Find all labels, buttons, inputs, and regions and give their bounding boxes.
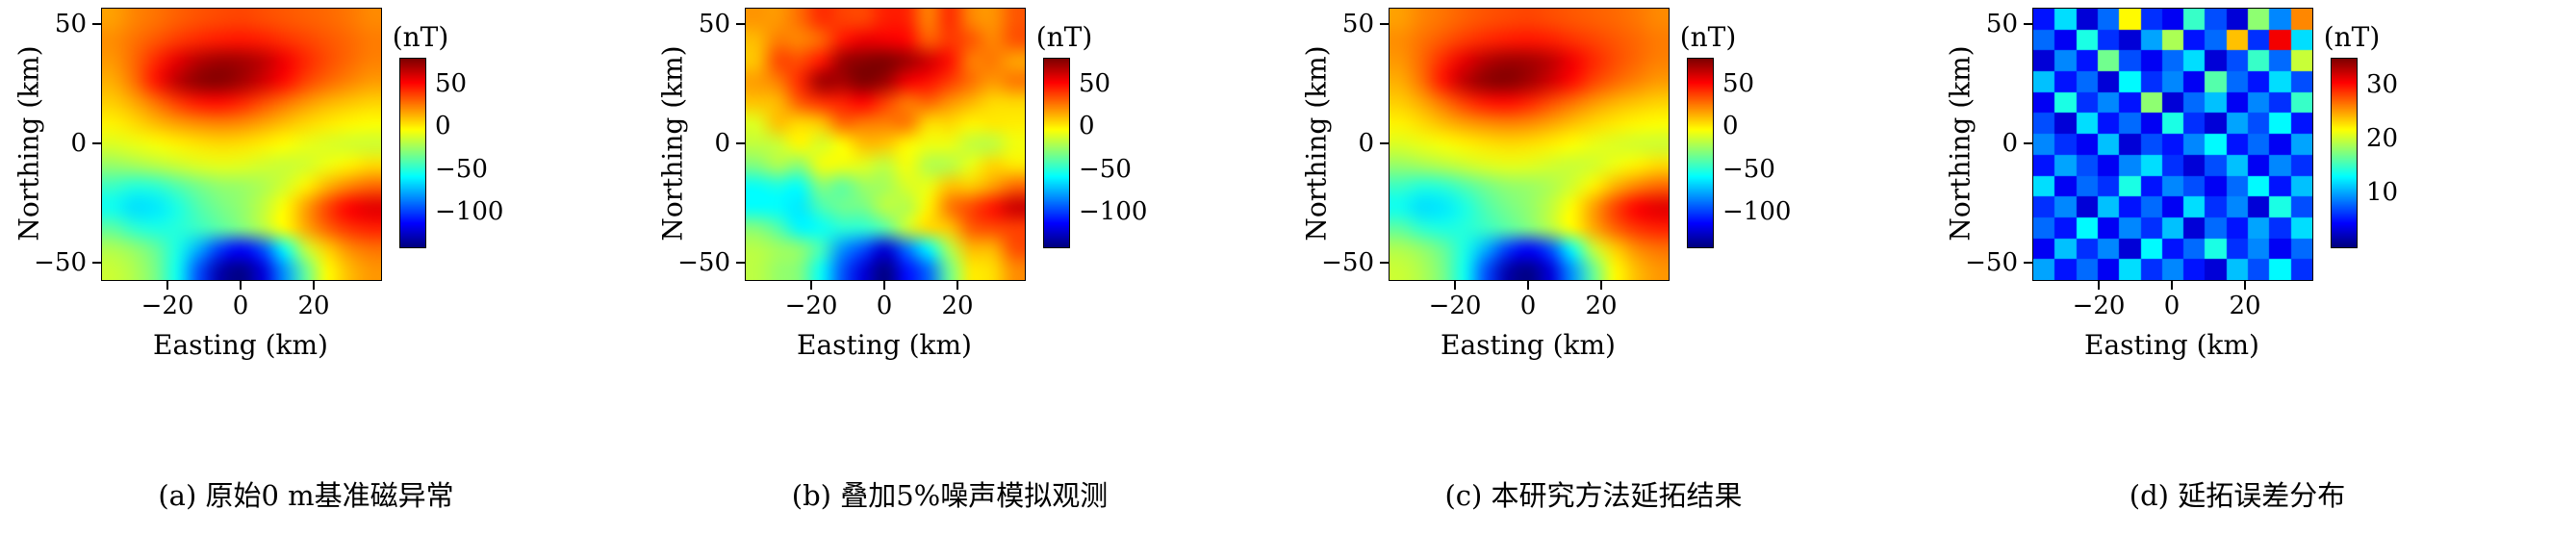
colorbar-unit-label: (nT) [1679,21,1737,53]
panel-a: Northing (km) 50 0 −50 −20 0 20 Easting … [0,0,644,535]
panel-caption: (b) 叠加5%噪声模拟观测 [791,479,1109,512]
x-tick-mark [2098,281,2100,290]
x-tick-label: 0 [2163,292,2181,320]
colorbar-tick-label: −50 [435,154,488,184]
y-tick-label: 50 [1341,10,1374,38]
x-tick-label: −20 [140,292,194,320]
colorbar-tick-label: 10 [2366,178,2399,207]
x-tick-mark [1527,281,1529,290]
x-tick-label: −20 [1428,292,1482,320]
x-tick-mark [810,281,812,290]
x-tick-mark [240,281,242,290]
colorbar-tick-label: 0 [1722,112,1739,141]
colorbar-canvas-d [2331,58,2358,248]
x-tick-label: 20 [941,292,974,320]
y-tick-mark [1380,142,1389,144]
y-tick-label: −50 [34,248,87,277]
colorbar-unit-label: (nT) [2323,21,2381,53]
y-tick-label: −50 [1321,248,1374,277]
panel-b: Northing (km) 50 0 −50 −20 0 20 Easting … [644,0,1288,535]
heatmap-canvas-c [1389,8,1670,281]
colorbar-tick-label: −100 [1722,197,1792,227]
y-tick-mark [736,262,745,264]
colorbar-canvas-c [1687,58,1714,248]
colorbar-unit-label: (nT) [1035,21,1093,53]
x-axis-label: Easting (km) [2084,329,2259,361]
colorbar-tick-label: 30 [2366,70,2399,99]
y-tick-mark [1380,23,1389,25]
x-axis-label: Easting (km) [1441,329,1616,361]
x-tick-mark [1454,281,1456,290]
x-tick-label: 20 [297,292,330,320]
panel-c: Northing (km) 50 0 −50 −20 0 20 Easting … [1288,0,1931,535]
y-tick-mark [736,142,745,144]
x-tick-label: 0 [1519,292,1537,320]
x-tick-label: −20 [2072,292,2126,320]
heatmap-canvas-b [745,8,1026,281]
x-tick-mark [2171,281,2173,290]
panel-caption: (a) 原始0 m基准磁异常 [158,479,454,512]
colorbar-tick-label: −100 [1079,197,1148,227]
x-tick-label: 20 [2229,292,2261,320]
x-tick-label: 20 [1585,292,1618,320]
x-tick-mark [883,281,885,290]
colorbar-canvas-a [399,58,426,248]
y-tick-label: 50 [1985,10,2018,38]
x-tick-mark [313,281,315,290]
x-tick-label: 0 [232,292,249,320]
y-tick-mark [2024,142,2032,144]
y-tick-mark [736,23,745,25]
panel-caption: (c) 本研究方法延拓结果 [1444,479,1743,512]
x-tick-mark [2244,281,2246,290]
y-tick-mark [1380,262,1389,264]
y-tick-label: 0 [1358,129,1374,158]
y-tick-label: −50 [1965,248,2018,277]
panel-d: Northing (km) 50 0 −50 −20 0 20 Easting … [1931,0,2575,535]
y-tick-label: 50 [698,10,730,38]
colorbar-unit-label: (nT) [392,21,449,53]
colorbar-tick-label: −50 [1722,154,1775,184]
y-tick-mark [92,262,101,264]
y-tick-mark [92,142,101,144]
y-tick-mark [2024,262,2032,264]
colorbar-tick-label: 0 [435,112,451,141]
x-tick-label: −20 [784,292,838,320]
y-tick-mark [92,23,101,25]
colorbar-tick-label: 50 [1079,68,1111,98]
colorbar-tick-label: −100 [435,197,504,227]
panel-caption: (d) 延拓误差分布 [2129,479,2346,512]
x-axis-label: Easting (km) [797,329,972,361]
colorbar-tick-label: −50 [1079,154,1132,184]
y-tick-label: 0 [714,129,730,158]
colorbar-canvas-b [1043,58,1070,248]
y-tick-label: −50 [677,248,730,277]
x-tick-label: 0 [876,292,893,320]
y-tick-label: 0 [70,129,87,158]
colorbar-tick-label: 50 [435,68,468,98]
y-tick-label: 50 [54,10,87,38]
colorbar-tick-label: 20 [2366,124,2399,153]
colorbar-tick-label: 50 [1722,68,1755,98]
x-tick-mark [166,281,168,290]
colorbar-tick-label: 0 [1079,112,1095,141]
x-tick-mark [956,281,958,290]
heatmap-canvas-d [2032,8,2313,281]
y-tick-mark [2024,23,2032,25]
x-tick-mark [1600,281,1602,290]
heatmap-canvas-a [101,8,382,281]
x-axis-label: Easting (km) [153,329,328,361]
y-tick-label: 0 [2002,129,2018,158]
